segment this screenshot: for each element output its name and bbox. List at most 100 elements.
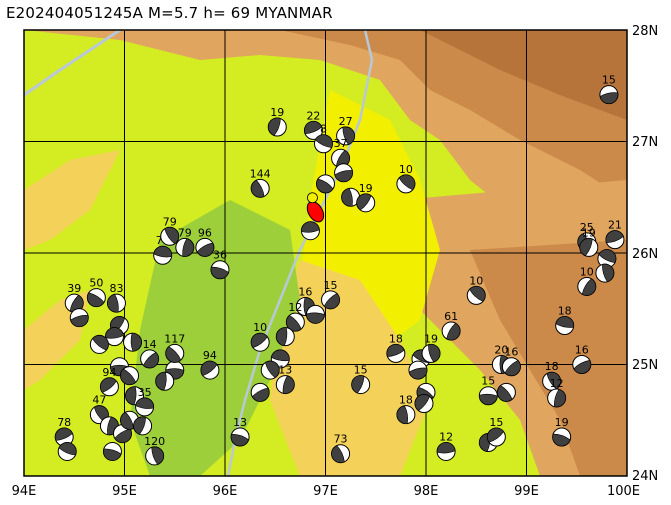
depth-label: 8 bbox=[320, 123, 327, 136]
event-title: E202404051245A M=5.7 h= 69 MYANMAR bbox=[6, 4, 333, 22]
epicenter-marker bbox=[307, 192, 318, 204]
beachball bbox=[605, 230, 625, 250]
beachball bbox=[102, 441, 122, 461]
beachball bbox=[295, 297, 315, 317]
beachball bbox=[336, 126, 356, 146]
beachball bbox=[230, 427, 250, 447]
depth-label: 94 bbox=[102, 366, 116, 379]
depth-label: 10 bbox=[399, 163, 413, 176]
depth-label: 15 bbox=[489, 416, 503, 429]
beachball bbox=[135, 397, 155, 417]
depth-label: 12 bbox=[288, 301, 302, 314]
beachball bbox=[595, 263, 615, 283]
beachball bbox=[175, 237, 195, 257]
depth-label: 78 bbox=[57, 416, 71, 429]
beachball bbox=[153, 245, 173, 265]
depth-label: 19 bbox=[582, 226, 596, 239]
depth-label: 16 bbox=[575, 344, 589, 357]
beachball bbox=[351, 375, 371, 395]
beachball bbox=[89, 334, 109, 354]
beachball bbox=[200, 360, 220, 380]
depth-label: 13 bbox=[233, 416, 247, 429]
depth-label: 50 bbox=[89, 277, 103, 290]
lon-tick-label: 99E bbox=[514, 484, 539, 499]
beachball bbox=[305, 304, 325, 324]
depth-label: 21 bbox=[608, 219, 622, 232]
beachball bbox=[478, 386, 498, 406]
depth-label: 19 bbox=[424, 332, 438, 345]
beachball bbox=[250, 332, 270, 352]
beachball bbox=[552, 427, 572, 447]
lat-tick-label: 28N bbox=[632, 24, 658, 39]
lat-tick-label: 25N bbox=[632, 358, 658, 373]
beachball bbox=[165, 343, 185, 363]
beachball bbox=[396, 405, 416, 425]
beachball bbox=[341, 187, 361, 207]
beachball bbox=[260, 360, 280, 380]
beachball bbox=[331, 444, 351, 464]
depth-label: 16 bbox=[504, 346, 518, 359]
beachball bbox=[155, 371, 175, 391]
longitude-ticks: 94E 95E 96E 97E 98E 99E 100E bbox=[12, 484, 640, 499]
lon-tick-label: 95E bbox=[112, 484, 137, 499]
beachball bbox=[386, 343, 406, 363]
depth-label: 36 bbox=[213, 249, 227, 262]
beachball bbox=[210, 260, 230, 280]
depth-label: 18 bbox=[389, 332, 403, 345]
beachball bbox=[86, 288, 106, 308]
depth-label: 19 bbox=[359, 182, 373, 195]
beachball bbox=[285, 312, 305, 332]
depth-label: 10 bbox=[253, 321, 267, 334]
beachball bbox=[275, 327, 295, 347]
beachball bbox=[69, 308, 89, 328]
depth-label: 37 bbox=[334, 137, 348, 150]
depth-label: 18 bbox=[399, 394, 413, 407]
beachball bbox=[300, 221, 320, 241]
beachball bbox=[496, 382, 516, 402]
beachball bbox=[599, 85, 619, 105]
beachball bbox=[104, 327, 124, 347]
depth-label: 12 bbox=[550, 377, 564, 390]
depth-label: 13 bbox=[278, 364, 292, 377]
beachball bbox=[267, 117, 287, 137]
beachball bbox=[486, 427, 506, 447]
depth-label: 83 bbox=[109, 282, 123, 295]
depth-label: 14 bbox=[143, 338, 157, 351]
lon-tick-label: 97E bbox=[313, 484, 338, 499]
lon-tick-label: 94E bbox=[12, 484, 37, 499]
beachball bbox=[547, 388, 567, 408]
beachball bbox=[597, 249, 617, 269]
depth-label: 12 bbox=[439, 430, 453, 443]
beachball bbox=[123, 332, 143, 352]
depth-label: 96 bbox=[198, 226, 212, 239]
depth-label: 47 bbox=[92, 394, 106, 407]
beachball bbox=[99, 377, 119, 397]
beachball bbox=[396, 174, 416, 194]
beachball bbox=[106, 293, 126, 313]
lon-tick-label: 100E bbox=[607, 484, 640, 499]
beachball bbox=[579, 237, 599, 257]
beachball bbox=[356, 193, 376, 213]
beachball bbox=[250, 178, 270, 198]
beachball bbox=[572, 355, 592, 374]
beachball bbox=[313, 134, 333, 154]
depth-label: 15 bbox=[481, 375, 495, 388]
beachball bbox=[160, 226, 180, 246]
focal-mechanisms: 9435477812039508314117947079799636144192… bbox=[54, 74, 625, 466]
beachball bbox=[436, 441, 456, 461]
beachball bbox=[54, 427, 74, 447]
depth-label: 35 bbox=[138, 386, 152, 399]
depth-label: 61 bbox=[444, 310, 458, 323]
depth-label: 19 bbox=[270, 106, 284, 119]
beachball bbox=[250, 382, 270, 402]
beachball bbox=[577, 276, 597, 296]
beachball bbox=[501, 357, 521, 377]
depth-label: 16 bbox=[298, 286, 312, 299]
lat-tick-label: 27N bbox=[632, 135, 658, 150]
lat-tick-label: 24N bbox=[632, 469, 658, 484]
depth-label: 15 bbox=[354, 364, 368, 377]
beachball bbox=[145, 446, 165, 466]
depth-label: 15 bbox=[602, 74, 616, 87]
beachball bbox=[275, 375, 295, 395]
